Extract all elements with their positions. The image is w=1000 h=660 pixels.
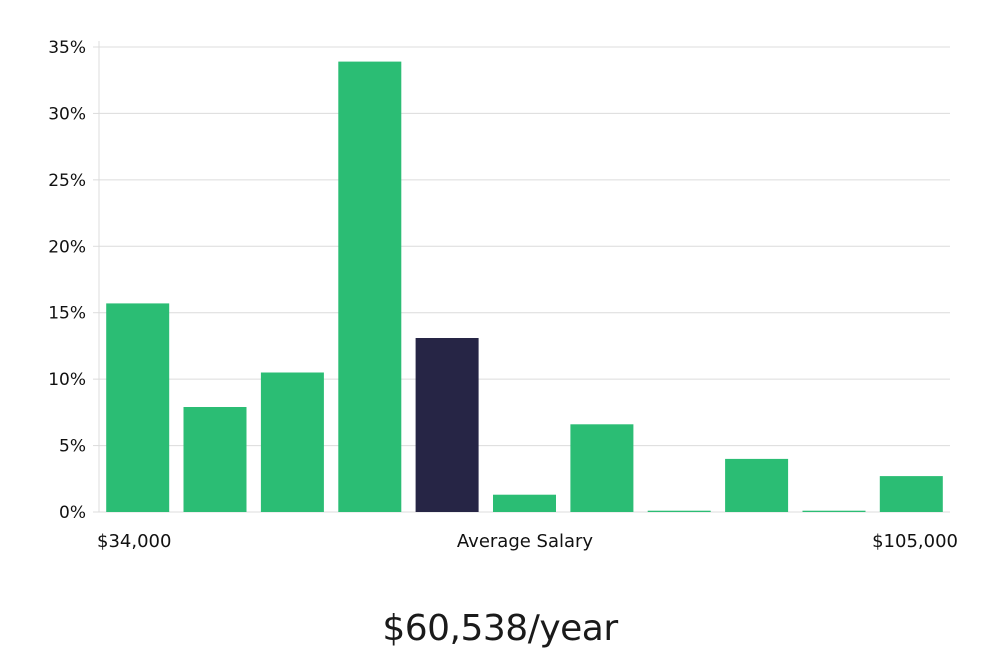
bar xyxy=(106,303,170,512)
bar xyxy=(802,510,866,512)
y-tick-label: 30% xyxy=(48,104,86,124)
bar xyxy=(260,372,324,512)
x-label-max: $105,000 xyxy=(872,531,958,552)
y-tick-label: 10% xyxy=(48,370,86,390)
bar xyxy=(493,494,556,512)
x-label-average-salary: Average Salary xyxy=(457,531,594,552)
bar xyxy=(647,510,711,512)
bar xyxy=(725,458,789,512)
y-tick-label: 5% xyxy=(59,437,86,457)
average-salary-figure: $60,538/year xyxy=(382,608,618,649)
y-tick-label: 35% xyxy=(48,38,86,58)
bar-average-salary xyxy=(415,338,479,512)
y-tick-label: 20% xyxy=(48,237,86,257)
bar xyxy=(338,61,402,512)
bar xyxy=(183,407,247,512)
y-tick-label: 0% xyxy=(59,503,86,523)
bar xyxy=(570,424,634,512)
y-tick-label: 15% xyxy=(48,304,86,324)
bar xyxy=(879,476,943,512)
x-label-min: $34,000 xyxy=(97,531,171,552)
y-tick-label: 25% xyxy=(48,171,86,191)
